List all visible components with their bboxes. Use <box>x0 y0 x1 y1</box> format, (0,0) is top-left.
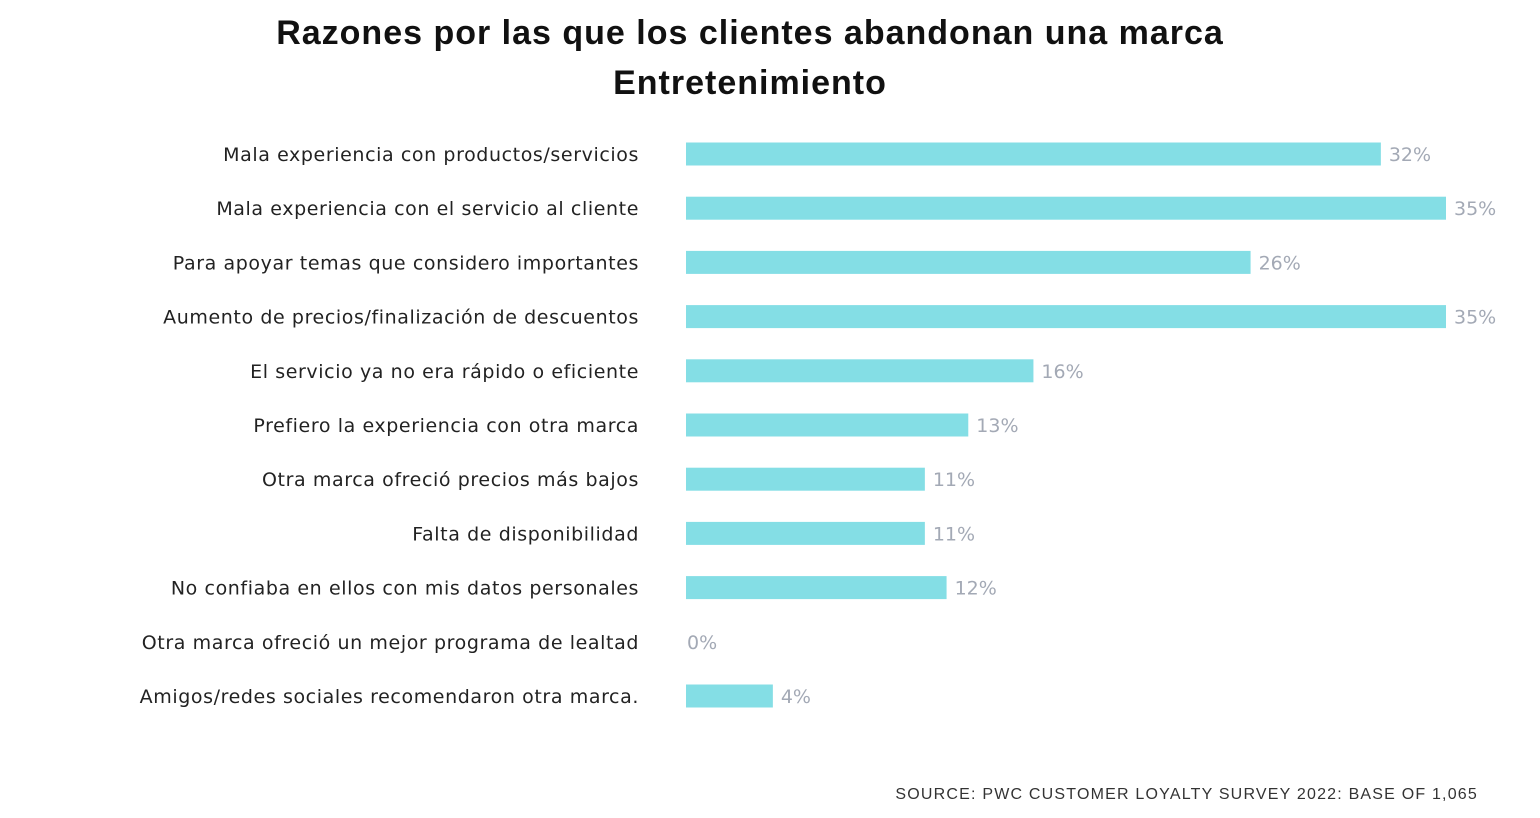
bar <box>686 413 969 437</box>
category-label: Otra marca ofreció un mejor programa de … <box>142 632 639 654</box>
category-labels: Mala experiencia con productos/servicios… <box>140 144 639 708</box>
source-note: SOURCE: PWC CUSTOMER LOYALTY SURVEY 2022… <box>895 786 1478 803</box>
category-label: No confiaba en ellos con mis datos perso… <box>171 578 639 600</box>
category-label: El servicio ya no era rápido o eficiente <box>250 361 639 383</box>
bar <box>686 359 1034 383</box>
value-label: 16% <box>1041 361 1083 383</box>
bar <box>686 467 925 491</box>
bar <box>686 521 925 545</box>
bar <box>686 305 1446 329</box>
value-label: 4% <box>781 686 811 708</box>
value-label: 32% <box>1389 144 1431 166</box>
category-label: Aumento de precios/finalización de descu… <box>163 307 639 329</box>
chart-subtitle: Entretenimiento <box>613 64 887 102</box>
category-label: Para apoyar temas que considero importan… <box>173 252 639 274</box>
category-label: Prefiero la experiencia con otra marca <box>253 415 639 437</box>
value-labels: 32% 35% 26% 35% 16% 13% 11% 11% 12% 0% 4% <box>687 144 1496 708</box>
value-label: 13% <box>976 415 1018 437</box>
category-label: Amigos/redes sociales recomendaron otra … <box>140 686 639 708</box>
bar <box>686 684 773 708</box>
bar <box>686 250 1251 274</box>
value-label: 11% <box>933 523 975 545</box>
bar <box>686 142 1381 166</box>
bar <box>686 576 947 600</box>
value-label: 12% <box>955 578 997 600</box>
category-label: Otra marca ofreció precios más bajos <box>262 469 639 491</box>
category-label: Falta de disponibilidad <box>412 523 639 545</box>
bar <box>686 196 1446 220</box>
chart-title: Razones por las que los clientes abandon… <box>276 14 1224 52</box>
value-label: 11% <box>933 469 975 491</box>
value-label: 35% <box>1454 198 1496 220</box>
value-label: 35% <box>1454 307 1496 329</box>
value-label: 0% <box>687 632 717 654</box>
bars <box>686 142 1446 708</box>
category-label: Mala experiencia con el servicio al clie… <box>216 198 639 220</box>
value-label: 26% <box>1259 252 1301 274</box>
category-label: Mala experiencia con productos/servicios <box>223 144 639 166</box>
